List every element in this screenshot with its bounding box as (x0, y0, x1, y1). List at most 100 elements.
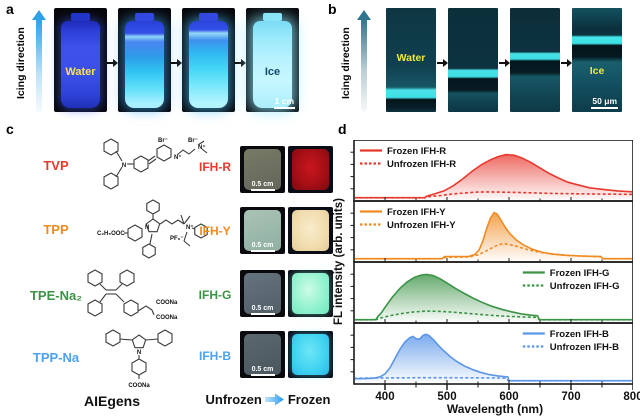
x-tick-label: 400 (375, 391, 395, 403)
legend-entry: Frozen IFH-Y (387, 207, 446, 218)
step-arrow-icon (499, 55, 510, 73)
x-axis-label: Wavelength (nm) (446, 402, 544, 416)
arrow-head-icon (32, 10, 46, 20)
scale-bar-05cm: 0.5 cm (250, 242, 275, 252)
vial-mostly-frozen (189, 21, 228, 108)
frozen-label: Frozen (287, 392, 331, 407)
hydrogel-sample (244, 149, 281, 190)
micrograph-freezing-1 (448, 8, 498, 112)
hydrogel-sample (244, 210, 281, 251)
legend-entry: Frozen IFH-R (387, 146, 446, 157)
svg-text:N⁺: N⁺ (198, 144, 206, 151)
y-axis-label: FL intensity (arb. units) (333, 198, 345, 326)
ifh-g-unfrozen-photo: 0.5 cm (240, 270, 285, 317)
ifh-b-frozen-photo (288, 331, 333, 378)
svg-text:N: N (145, 225, 149, 231)
svg-text:N⁺: N⁺ (186, 224, 194, 231)
svg-text:Br⁻: Br⁻ (158, 138, 168, 144)
vial-partially-frozen (125, 21, 164, 108)
micrograph-freezing-2 (510, 8, 560, 112)
ice-label: Ice (264, 66, 281, 79)
x-tick-label: 800 (623, 391, 640, 403)
panel-b-label: b (328, 1, 337, 17)
scale-bar-text: 0.5 cm (251, 242, 274, 249)
vial-photo-freezing-2 (182, 8, 235, 112)
aiegen-name-tpp-na: TPP-Na (32, 350, 80, 365)
freeze-arrow-icon (264, 393, 284, 406)
legend-entry: Frozen IFH-B (550, 329, 609, 340)
scale-bar-50um: 50 μm (591, 96, 618, 109)
ifh-y-unfrozen-photo: 0.5 cm (240, 207, 285, 254)
ifh-r-frozen-photo (288, 146, 333, 193)
step-arrow-icon (561, 55, 572, 73)
ifh-g-label: IFH-G (198, 288, 232, 302)
step-arrow-icon (170, 55, 182, 73)
vial-cap (71, 13, 90, 21)
tvp-structure: N Br⁻ N⁺ Br⁻ N⁺ (103, 138, 208, 190)
fl-spectra-chart: Frozen IFH-R Unfrozen IFH-R Frozen IFH-Y Un… (350, 140, 633, 390)
scale-bar-1cm: 1 cm (273, 96, 295, 109)
ifh-r-label: IFH-R (199, 160, 231, 174)
ifh-y-frozen-photo (288, 207, 333, 254)
svg-text:COONa: COONa (128, 383, 150, 389)
icing-direction-arrow-a (32, 10, 46, 112)
hydrogel-sample (292, 273, 329, 314)
scale-bar-05cm: 0.5 cm (250, 181, 275, 191)
vial-ice (253, 21, 292, 108)
ice-label: Ice (589, 65, 605, 78)
arrow-shaft (36, 18, 42, 112)
step-arrow-icon (437, 55, 448, 73)
x-tick-label: 600 (499, 391, 519, 403)
scale-bar-text: 0.5 cm (251, 366, 274, 373)
svg-text:N: N (137, 350, 141, 356)
aiegen-name-tpp: TPP (43, 222, 69, 237)
icing-direction-label-a: Icing direction (15, 27, 27, 99)
icing-direction-label-b: Icing direction (340, 27, 352, 99)
svg-text:PF₆⁻: PF₆⁻ (170, 236, 184, 242)
vial-photo-freezing-1 (118, 8, 171, 112)
vial-cap (135, 13, 154, 21)
ifh-b-unfrozen-photo: 0.5 cm (240, 331, 285, 378)
tpp-structure: C₂H₅OOC N PF₆⁻ N⁺ (97, 199, 208, 259)
x-tick-label: 700 (561, 391, 581, 403)
scale-bar-text: 0.5 cm (251, 305, 274, 312)
micrograph-water: Water (386, 8, 436, 112)
arrow-head-icon (357, 10, 371, 20)
legend-entry: Frozen IFH-G (550, 268, 610, 279)
panel-a-label: a (6, 1, 14, 17)
scale-bar-05cm: 0.5 cm (250, 305, 275, 315)
ifh-b-label: IFH-B (199, 349, 231, 363)
unfrozen-label: Unfrozen (205, 392, 262, 407)
unfrozen-frozen-caption: Unfrozen Frozen (193, 392, 343, 407)
svg-text:N⁺: N⁺ (174, 154, 182, 161)
panel-c-label: c (6, 121, 14, 137)
ifh-r-unfrozen-photo: 0.5 cm (240, 146, 285, 193)
ifh-y-label: IFH-Y (199, 224, 231, 238)
ifh-g-frozen-photo (288, 270, 333, 317)
panel-d-label: d (338, 121, 347, 137)
hydrogel-sample (292, 210, 329, 251)
legend-entry: Unfrozen IFH-B (550, 342, 619, 353)
icing-direction-arrow-b (357, 10, 371, 112)
aiegen-name-tvp: TVP (43, 158, 69, 173)
legend-entry: Unfrozen IFH-R (387, 159, 456, 170)
vial-cap (263, 13, 282, 21)
vial-water (61, 21, 100, 108)
hydrogel-sample (292, 149, 329, 190)
step-arrow-icon (106, 55, 118, 73)
legend-entry: Unfrozen IFH-G (550, 281, 620, 292)
svg-text:Br⁻: Br⁻ (188, 138, 198, 144)
aiegens-caption: AIEgens (83, 393, 140, 409)
hydrogel-sample (244, 334, 281, 375)
step-arrow-icon (234, 55, 246, 73)
tpp-na-structure: N COONa (105, 329, 173, 389)
hydrogel-sample (292, 334, 329, 375)
aiegen-name-tpe-na2: TPE-Na₂ (29, 288, 82, 303)
legend-entry: Unfrozen IFH-Y (387, 220, 456, 231)
arrow-shaft (361, 18, 367, 112)
hydrogel-sample (244, 273, 281, 314)
tpe-na2-structure: COONa COONa (87, 269, 178, 321)
water-label: Water (65, 66, 96, 79)
vial-cap (199, 13, 218, 21)
